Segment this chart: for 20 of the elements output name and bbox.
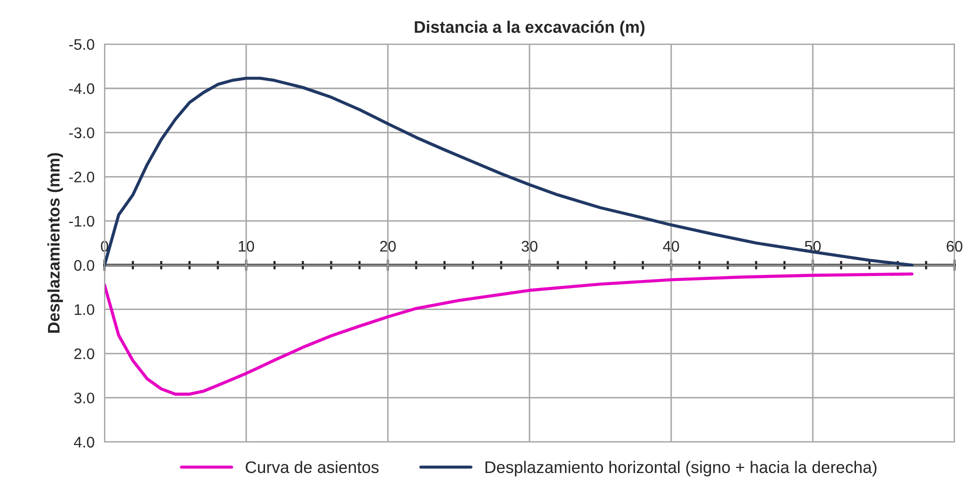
y-tick-label: 0.0 [74, 260, 94, 271]
y-tick-label: -2.0 [69, 172, 94, 182]
x-axis-title: Distancia a la excavación (m) [414, 20, 644, 36]
legend-label: Curva de asientos [246, 460, 379, 474]
x-tick-label: 10 [238, 240, 254, 252]
y-tick-label: 4.0 [74, 436, 94, 448]
y-tick-label: 1.0 [74, 304, 94, 316]
y-axis-title: Desplazamientos (mm) [47, 153, 63, 333]
y-tick-label: -4.0 [69, 83, 94, 94]
y-tick-label: -5.0 [69, 39, 94, 50]
y-tick-label: -3.0 [69, 127, 94, 138]
x-tick-label: 30 [522, 240, 538, 252]
line-series [104, 272, 914, 396]
y-tick-label: 2.0 [74, 348, 94, 360]
y-tick-label: -1.0 [69, 216, 94, 227]
y-tick-label: 3.0 [74, 392, 94, 404]
x-tick-label: 40 [663, 240, 680, 252]
x-tick-label: 20 [380, 240, 396, 252]
x-tick-label: 60 [946, 240, 962, 252]
legend-label: Desplazamiento horizontal (signo + hacia la derecha) [486, 460, 876, 476]
